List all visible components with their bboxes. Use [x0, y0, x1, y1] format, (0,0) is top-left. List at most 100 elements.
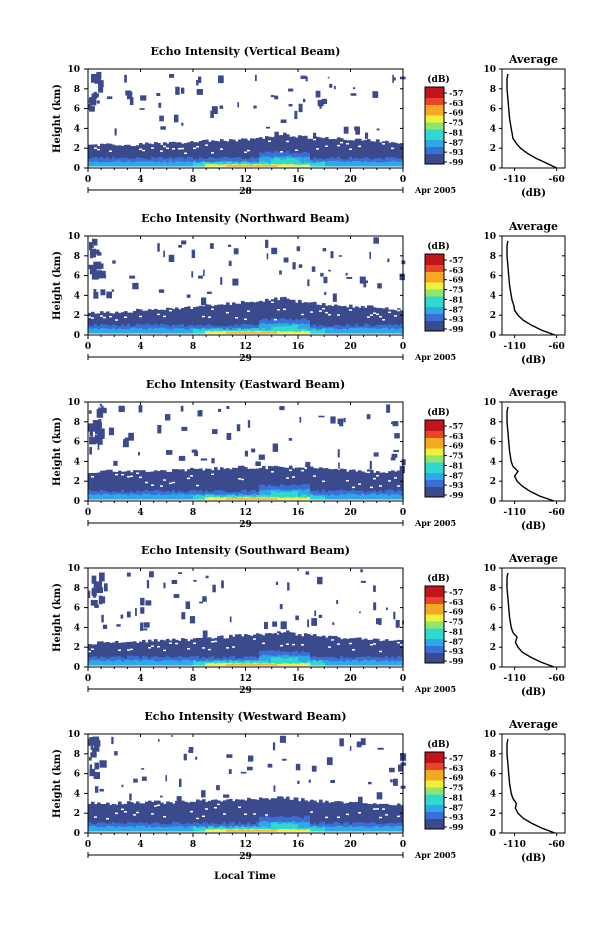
colorbar-swatch: [425, 292, 444, 297]
heatmap-cell: [391, 309, 395, 334]
date-label: Apr 2005: [414, 352, 456, 362]
x-tick-label: 8: [190, 674, 196, 684]
heatmap-speckle: [391, 421, 395, 425]
heatmap-speckle: [237, 102, 240, 108]
heatmap-gap: [142, 149, 146, 152]
heatmap-cell: [196, 637, 200, 666]
heatmap-cell: [250, 498, 254, 500]
heatmap-cell: [133, 659, 137, 666]
heatmap-cell: [94, 644, 98, 666]
heatmap-speckle: [91, 575, 97, 584]
colorbar-swatch: [425, 139, 444, 144]
panel-title: Echo Intensity (Vertical Beam): [150, 45, 340, 58]
x-tick-label: 0: [400, 674, 406, 684]
x-tick-label: 12: [239, 342, 252, 352]
heatmap-cell: [274, 830, 278, 832]
x-tick-label: 4: [137, 840, 143, 850]
heatmap-cell: [385, 327, 389, 334]
heatmap-speckle: [186, 294, 191, 298]
heatmap-cell: [304, 164, 308, 167]
heatmap-cell: [250, 301, 254, 334]
heatmap-speckle: [99, 788, 104, 792]
heatmap-cell: [376, 494, 380, 500]
heatmap-cell: [235, 164, 239, 167]
heatmap-speckle: [124, 74, 127, 83]
heatmap-cell: [310, 138, 314, 167]
heatmap-speckle: [265, 126, 271, 129]
heatmap-cell: [349, 469, 353, 500]
heatmap-cell: [358, 161, 362, 167]
heatmap-cell: [121, 494, 125, 500]
heatmap-cell: [166, 471, 170, 500]
heatmap-speckle: [333, 85, 336, 90]
heatmap-cell: [361, 471, 365, 500]
heatmap-cell: [268, 655, 272, 666]
heatmap-cell: [334, 801, 338, 832]
heatmap-cell: [166, 660, 170, 666]
heatmap-gap: [211, 641, 215, 643]
colorbar-swatch: [425, 278, 444, 283]
heatmap-cell: [178, 328, 182, 334]
heatmap-cell: [358, 661, 362, 666]
heatmap-cell: [133, 822, 137, 832]
heatmap-cell: [394, 161, 398, 167]
heatmap-cell: [130, 472, 134, 500]
heatmap-cell: [343, 822, 347, 832]
heatmap-gap: [148, 647, 152, 649]
heatmap-cell: [262, 635, 266, 666]
heatmap-speckle: [251, 448, 256, 453]
heatmap-cell: [160, 327, 164, 334]
colorbar-swatch: [425, 493, 444, 498]
heatmap-gap: [286, 477, 290, 479]
heatmap-cell: [100, 826, 104, 832]
heatmap-cell: [247, 797, 251, 832]
heatmap-cell: [298, 331, 302, 334]
heatmap-cell: [367, 162, 371, 167]
heatmap-speckle: [330, 251, 334, 259]
heatmap-cell: [304, 633, 308, 666]
heatmap-gap: [388, 311, 392, 314]
heatmap-gap: [226, 311, 230, 314]
heatmap-speckle: [114, 128, 117, 136]
heatmap-cell: [337, 137, 341, 167]
heatmap-cell: [301, 798, 305, 832]
heatmap-cell: [244, 328, 248, 334]
heatmap-speckle: [330, 780, 336, 784]
heatmap-speckle: [359, 276, 366, 284]
heatmap-speckle: [390, 779, 393, 783]
heatmap-cell: [355, 659, 359, 666]
heatmap-cell: [148, 825, 152, 832]
heatmap-cell: [172, 309, 176, 334]
heatmap-cell: [298, 323, 302, 334]
heatmap-cell: [247, 302, 251, 334]
heatmap-cell: [379, 157, 383, 167]
heatmap-speckle: [288, 104, 293, 107]
heatmap-cell: [220, 801, 224, 832]
heatmap-cell: [220, 164, 224, 167]
heatmap-cell: [232, 664, 236, 666]
heatmap-cell: [115, 640, 119, 666]
x-tick-label: 0: [85, 342, 91, 352]
heatmap-cell: [298, 467, 302, 500]
heatmap-gap: [118, 649, 122, 651]
colorbar-swatch: [425, 444, 444, 449]
heatmap-cell: [397, 161, 401, 167]
heatmap-cell: [157, 493, 161, 500]
y-tick-label: 6: [74, 105, 80, 115]
heatmap-cell: [103, 804, 107, 832]
heatmap-cell: [229, 798, 233, 832]
heatmap-cell: [298, 135, 302, 167]
heatmap-cell: [190, 157, 194, 167]
heatmap-cell: [133, 310, 137, 334]
heatmap-gap: [349, 642, 353, 645]
heatmap-cell: [301, 467, 305, 500]
heatmap-cell: [91, 494, 95, 500]
heatmap-speckle: [360, 569, 363, 573]
heatmap-cell: [325, 161, 329, 167]
y-tick-label: 0: [74, 663, 80, 673]
heatmap-cell: [91, 329, 95, 334]
heatmap-gap: [397, 641, 401, 644]
colorbar-tick-label: -63: [449, 265, 464, 275]
heatmap-speckle: [93, 239, 98, 246]
heatmap-gap: [238, 806, 242, 808]
